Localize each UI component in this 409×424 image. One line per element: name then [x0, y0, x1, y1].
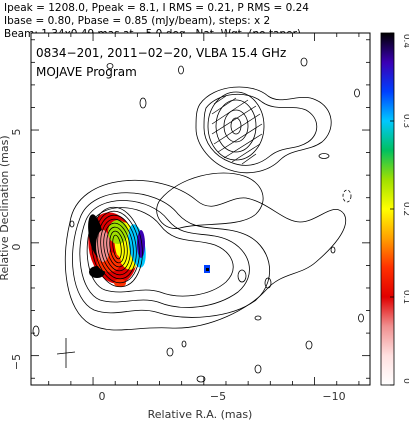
polarization-knot: [204, 265, 210, 273]
header-line-2: Ibase = 0.80, Pbase = 0.85 (mJy/beam), s…: [4, 15, 270, 27]
x-axis-label: Relative R.A. (mas): [148, 408, 253, 421]
noise-contours: [32, 57, 364, 383]
y-tick-label-neg5: −5: [10, 354, 23, 370]
colorbar-tick-label: 0.1: [401, 290, 409, 304]
plot-title: 0834−201, 2011−02−20, VLBA 15.4 GHz: [36, 46, 286, 60]
colorbar-ticks: 0.4 0.3 0.2 0.1 0: [390, 32, 409, 386]
secondary-component: [207, 91, 265, 165]
header-line-1: Ipeak = 1208.0, Ppeak = 8.1, I RMS = 0.2…: [4, 2, 309, 14]
colorbar-tick-label: 0.3: [401, 114, 409, 128]
x-tick-label-0: 0: [99, 390, 106, 403]
plot-content: [31, 33, 370, 385]
plot-frame: [30, 32, 371, 386]
colorbar-tick-label: 0: [401, 378, 409, 384]
colorbar-tick-label: 0.4: [401, 34, 409, 49]
beam-symbol: [56, 338, 76, 368]
x-tick-label-neg10: −10: [322, 390, 345, 403]
core-contours: [72, 192, 271, 318]
y-axis-label: Relative Declination (mas): [0, 135, 11, 280]
jet-contours: [65, 86, 347, 331]
y-tick-label-5: 5: [10, 129, 23, 136]
axis-ticks: [31, 33, 370, 385]
y-tick-label-0: 0: [10, 244, 23, 251]
colorbar-tick-label: 0.2: [401, 202, 409, 216]
program-label: MOJAVE Program: [36, 65, 137, 79]
x-tick-label-neg5: −5: [210, 390, 226, 403]
